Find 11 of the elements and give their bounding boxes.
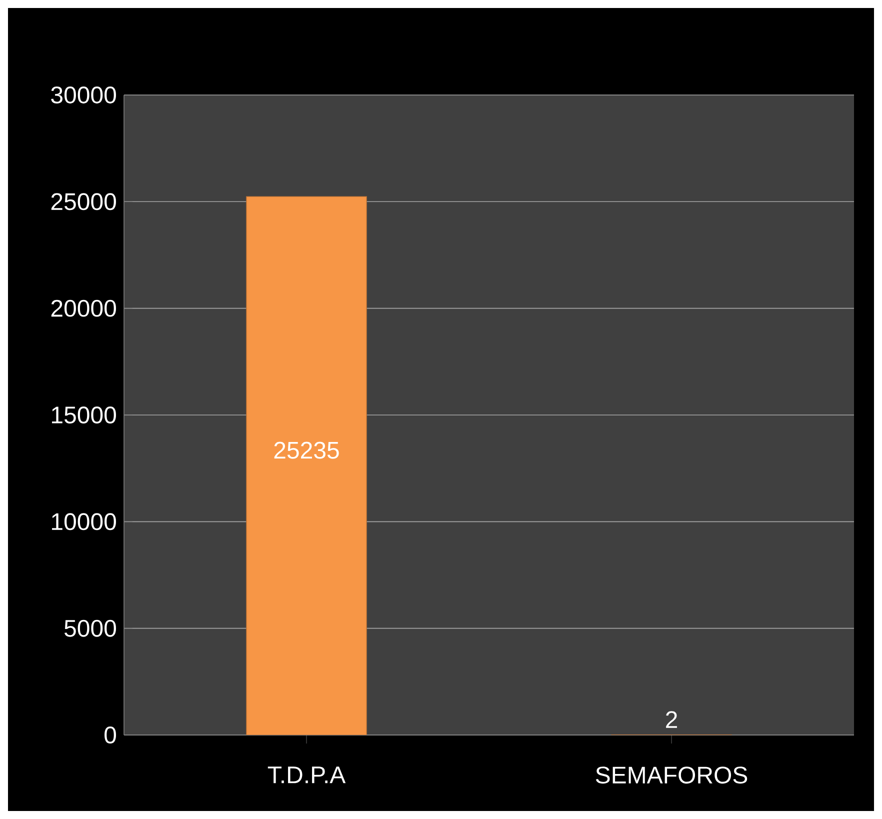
- y-tick-label: 25000: [51, 193, 116, 210]
- data-label: 2: [666, 711, 677, 728]
- x-tick-label: T.D.P.A: [268, 766, 346, 784]
- data-label: 25235: [274, 442, 339, 459]
- y-tick-label: 0: [104, 726, 116, 744]
- y-tick-label: 30000: [51, 86, 116, 104]
- y-tick-label: 5000: [64, 620, 116, 637]
- y-tick-label: 10000: [52, 513, 116, 530]
- x-tick-label: SEMAFOROS: [596, 766, 748, 784]
- y-tick-label: 15000: [52, 406, 116, 424]
- y-tick-label: 20000: [51, 300, 116, 317]
